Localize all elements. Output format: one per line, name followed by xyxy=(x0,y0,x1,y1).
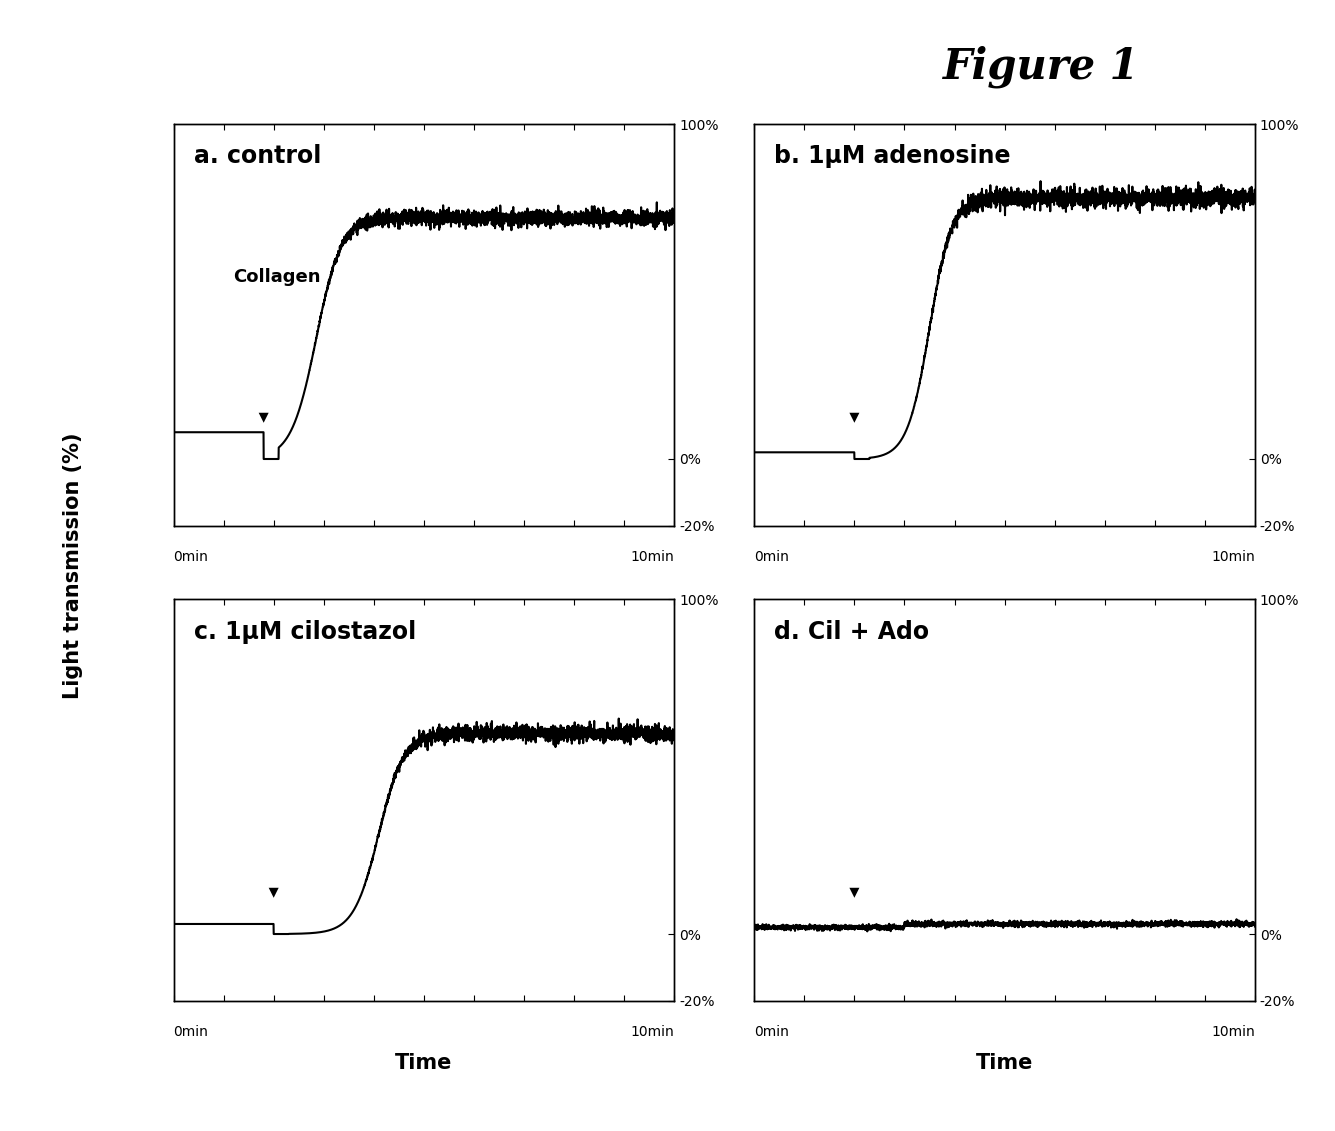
Text: d. Cil + Ado: d. Cil + Ado xyxy=(774,620,929,644)
Text: 0min: 0min xyxy=(174,1025,208,1039)
Text: 10min: 10min xyxy=(630,550,674,564)
Text: 0min: 0min xyxy=(754,550,789,564)
Text: 0min: 0min xyxy=(754,1025,789,1039)
Text: 0min: 0min xyxy=(174,550,208,564)
Text: Time: Time xyxy=(395,1053,453,1073)
Text: Collagen: Collagen xyxy=(234,268,322,286)
Text: c. 1μM cilostazol: c. 1μM cilostazol xyxy=(194,620,415,644)
Text: Light transmission (%): Light transmission (%) xyxy=(64,432,83,699)
Text: Time: Time xyxy=(976,1053,1033,1073)
Text: b. 1μM adenosine: b. 1μM adenosine xyxy=(774,145,1011,169)
Text: Figure 1: Figure 1 xyxy=(943,45,1140,88)
Text: 10min: 10min xyxy=(1211,550,1255,564)
Text: a. control: a. control xyxy=(194,145,320,169)
Text: 10min: 10min xyxy=(630,1025,674,1039)
Text: 10min: 10min xyxy=(1211,1025,1255,1039)
